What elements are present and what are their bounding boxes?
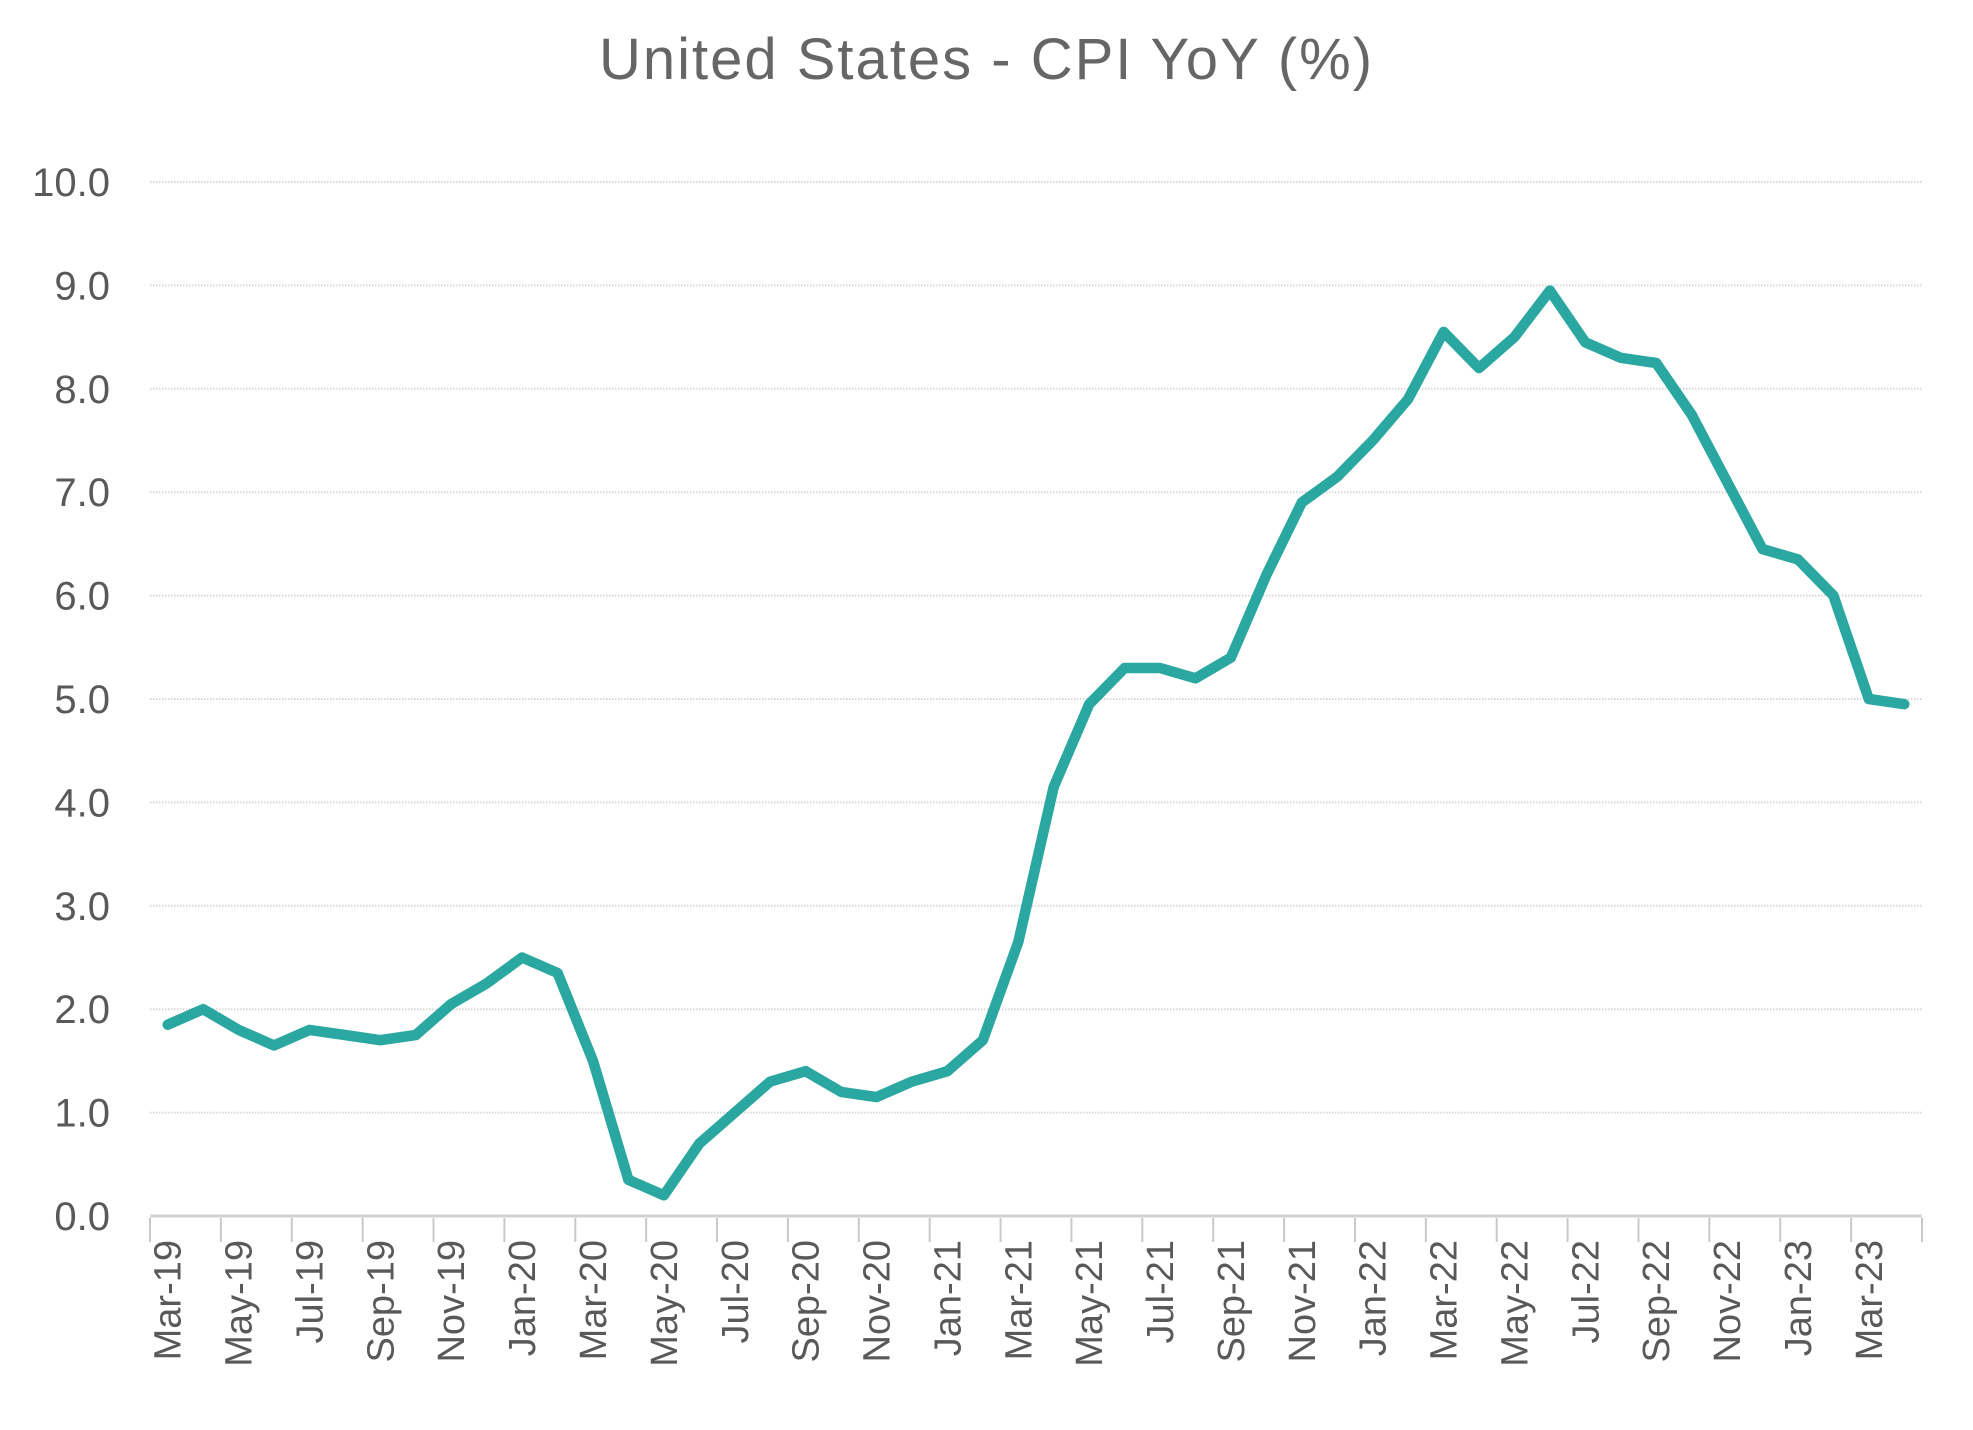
x-axis-label: Jan-21 <box>927 1240 969 1356</box>
y-axis-label: 4.0 <box>54 781 110 825</box>
x-axis-label: Jan-22 <box>1353 1240 1395 1356</box>
x-axis-label: Mar-20 <box>573 1240 615 1360</box>
y-axis-label: 0.0 <box>54 1195 110 1239</box>
x-axis-label: Nov-19 <box>431 1240 473 1363</box>
x-axis-label: May-20 <box>644 1240 686 1367</box>
x-axis-label: Nov-22 <box>1707 1240 1749 1363</box>
y-axis-label: 8.0 <box>54 368 110 412</box>
x-axis-label: Sep-20 <box>786 1240 828 1363</box>
cpi-line <box>162 285 1910 1201</box>
y-axis-label: 6.0 <box>54 575 110 619</box>
y-axis-label: 3.0 <box>54 885 110 929</box>
x-axis-label: Mar-22 <box>1424 1240 1466 1360</box>
x-axis-label: May-21 <box>1069 1240 1111 1367</box>
x-axis-label: Sep-21 <box>1211 1240 1253 1363</box>
y-axis-label: 1.0 <box>54 1092 110 1136</box>
y-axis-label: 2.0 <box>54 988 110 1032</box>
x-axis-label: Jul-19 <box>289 1240 331 1344</box>
y-axis-label: 7.0 <box>54 471 110 515</box>
x-axis-label: Mar-23 <box>1849 1240 1891 1360</box>
x-axis-label: Jul-21 <box>1140 1240 1182 1344</box>
y-axis-label: 9.0 <box>54 264 110 308</box>
x-axis-label: Jul-22 <box>1565 1240 1607 1344</box>
x-axis-label: May-19 <box>219 1240 261 1367</box>
y-axis-label: 5.0 <box>54 678 110 722</box>
x-axis-label: Jul-20 <box>715 1240 757 1344</box>
x-axis-label: Mar-21 <box>998 1240 1040 1360</box>
x-axis-label: Sep-22 <box>1636 1240 1678 1363</box>
x-axis-label: Nov-21 <box>1282 1240 1324 1363</box>
x-axis-label: Sep-19 <box>360 1240 402 1363</box>
x-axis-label: Nov-20 <box>857 1240 899 1363</box>
x-axis-label: Jan-20 <box>502 1240 544 1356</box>
x-axis-label: May-22 <box>1494 1240 1536 1367</box>
x-axis-label: Jan-23 <box>1778 1240 1820 1356</box>
chart-title: United States - CPI YoY (%) <box>598 27 1375 92</box>
x-axis-label: Mar-19 <box>148 1240 190 1360</box>
y-axis-label: 10.0 <box>32 161 110 205</box>
